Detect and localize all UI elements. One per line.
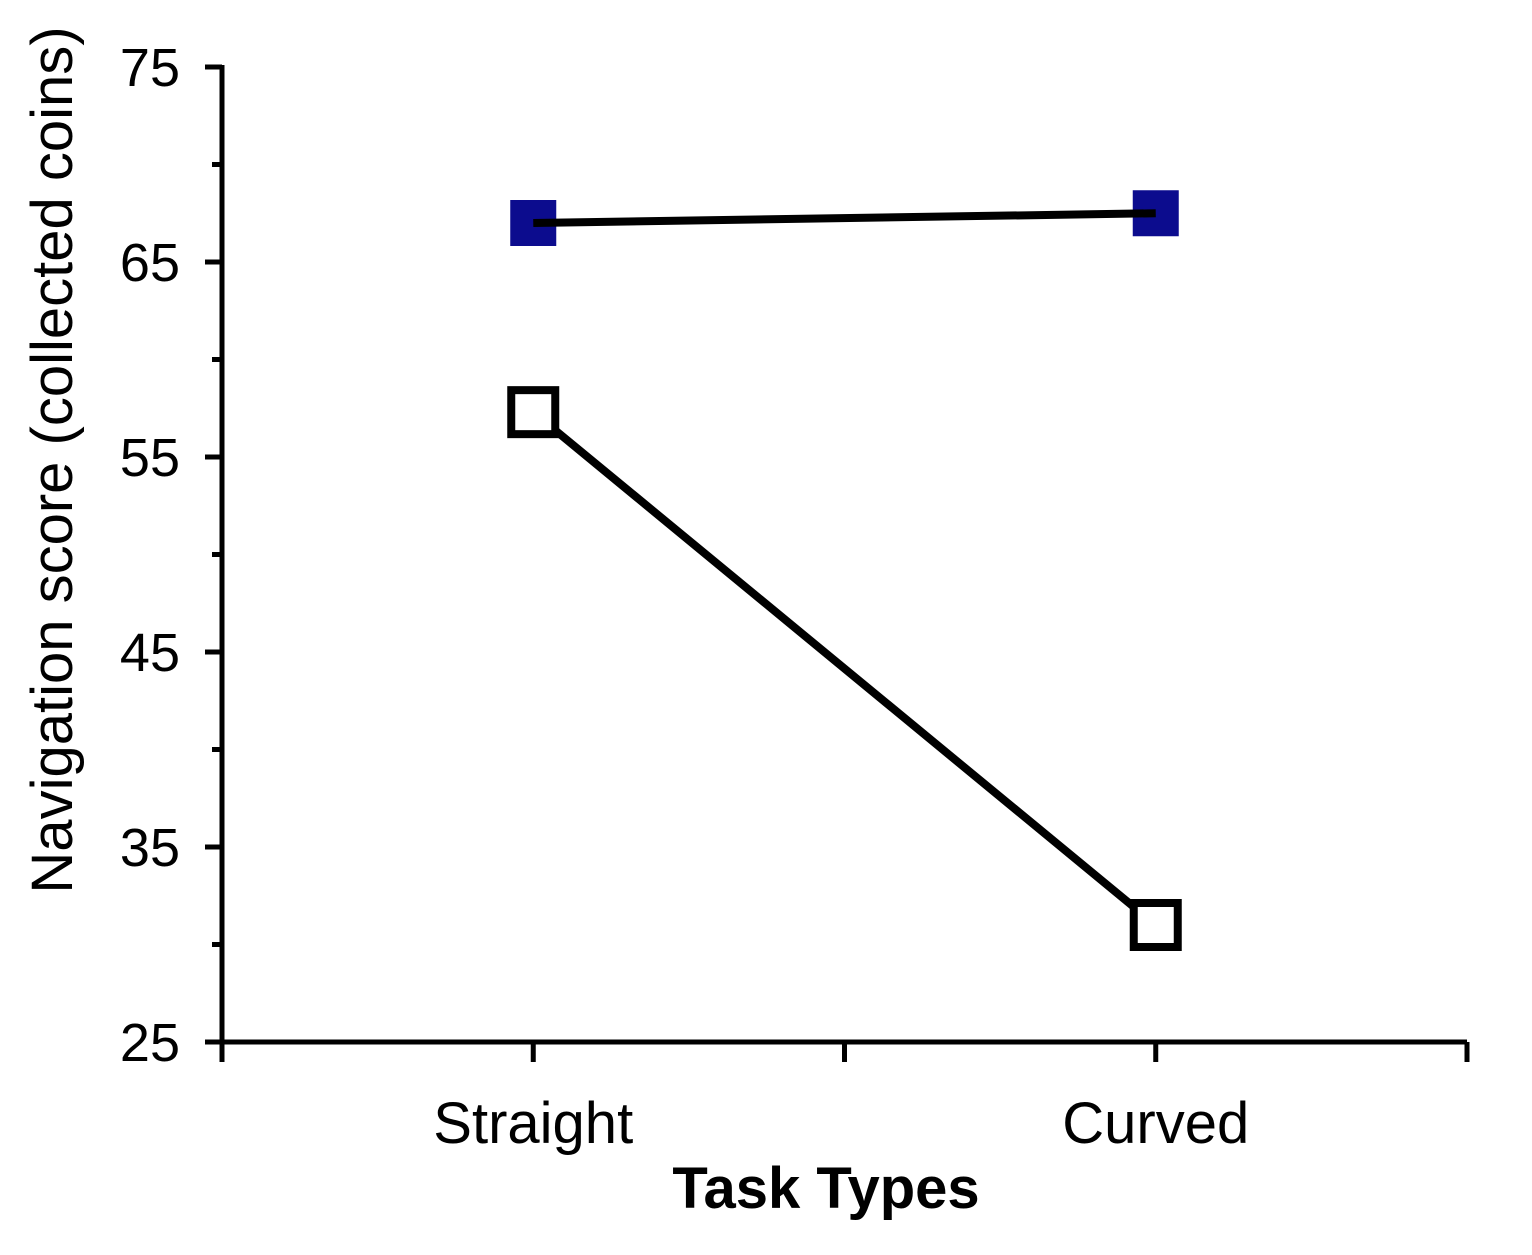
data-series	[507, 190, 1182, 951]
series-line	[530, 409, 1159, 929]
data-point-marker	[507, 386, 560, 439]
y-tick-label: 65	[120, 233, 180, 293]
data-point-marker	[1129, 899, 1182, 951]
series-line	[533, 209, 1156, 227]
y-tick-label: 25	[120, 1013, 180, 1073]
y-tick-label: 45	[120, 623, 180, 683]
y-tick-label: 55	[120, 428, 180, 488]
y-tick-label: 35	[120, 818, 180, 878]
y-axis-title: Navigation score (collected coins)	[20, 26, 85, 893]
x-category-label: Curved	[1062, 1091, 1249, 1156]
x-axis-title: Task Types	[672, 1156, 979, 1221]
tick-labels: 25 35 45 55 65 75 Straight Curved	[120, 38, 1249, 1156]
axis-ticks	[205, 64, 1470, 1062]
y-tick-label: 75	[120, 38, 180, 98]
x-category-label: Straight	[433, 1091, 633, 1156]
